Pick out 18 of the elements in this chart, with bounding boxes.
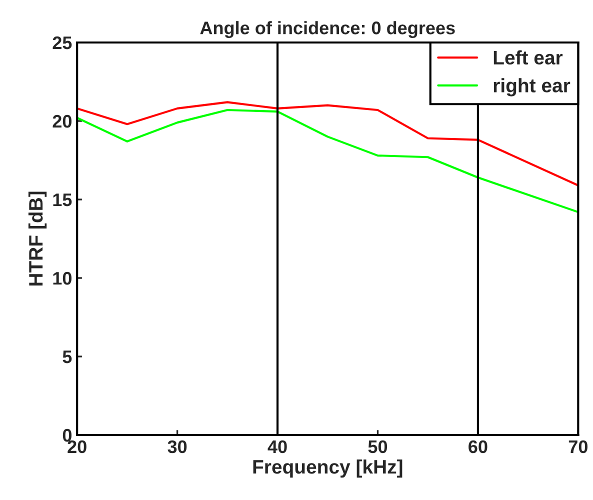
chart-title: Angle of incidence: 0 degrees	[200, 21, 455, 38]
legend-label: right ear	[494, 78, 570, 96]
line-series	[77, 101, 578, 186]
y-tick-label: 0	[62, 428, 72, 442]
x-tick-label: 30	[168, 440, 187, 454]
x-tick-label: 50	[368, 440, 388, 454]
y-tick-label: 5	[62, 350, 72, 364]
y-tick-label: 10	[53, 272, 72, 285]
y-axis-title: HTRF [dB]	[28, 192, 47, 286]
x-tick-label: 60	[468, 440, 488, 454]
x-tick-label: 40	[268, 440, 287, 454]
y-tick-label: 15	[53, 194, 72, 206]
y-tick-label: 20	[52, 114, 72, 128]
line-series	[77, 108, 578, 214]
x-axis-title: Frequency [kHz]	[253, 459, 402, 478]
legend-label: Left ear	[494, 50, 563, 65]
y-tick-label: 25	[52, 36, 72, 50]
x-tick-label: 70	[568, 440, 588, 454]
